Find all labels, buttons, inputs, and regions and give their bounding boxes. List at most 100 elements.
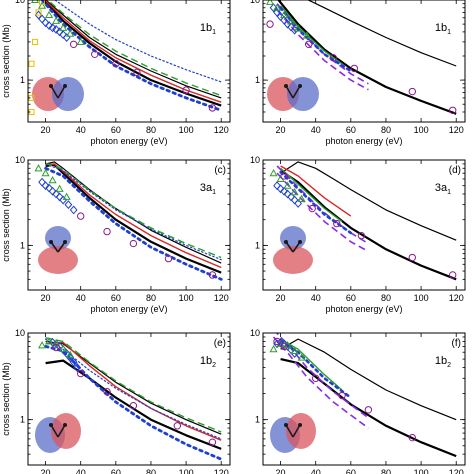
orbital-label: 3a1	[200, 182, 216, 196]
plot-frame	[27, 0, 231, 123]
x-tick-label: 100	[414, 125, 429, 135]
data-point-triangle	[302, 31, 311, 39]
data-point-diamond	[73, 363, 82, 372]
panel-label: (d)	[449, 165, 461, 176]
data-point-circle	[103, 388, 111, 396]
x-tick-label: 120	[449, 293, 464, 303]
data-point-triangle	[66, 350, 75, 358]
data-point-circle	[164, 254, 173, 263]
data-point-triangle	[52, 339, 61, 347]
data-point-triangle	[59, 344, 68, 352]
data-point-triangle	[38, 341, 47, 349]
x-tick-label: 40	[311, 468, 321, 474]
series-line-2	[280, 358, 457, 458]
data-point-diamond	[38, 177, 46, 187]
series-line-1	[306, 0, 457, 67]
molecule-bond	[57, 241, 66, 253]
data-point-triangle	[38, 1, 47, 9]
x-tick-label: 60	[346, 125, 356, 135]
plot-frame	[262, 159, 466, 291]
data-point-diamond	[290, 25, 299, 35]
series-line-5	[280, 5, 343, 65]
data-point-circle	[350, 64, 359, 73]
data-point-diamond	[38, 14, 46, 24]
x-tick-label: 20	[276, 293, 286, 303]
series-line-6	[46, 0, 222, 97]
data-point-square	[38, 0, 46, 5]
molecule-bond	[292, 241, 301, 253]
data-point-diamond	[69, 205, 78, 215]
hydrogen-atom	[49, 84, 53, 88]
x-axis-title: photon energy (eV)	[325, 136, 402, 146]
plot-frame	[27, 332, 231, 466]
x-tick-label: 60	[346, 468, 356, 474]
x-tick-label: 60	[111, 468, 121, 474]
data-point-diamond	[287, 192, 295, 202]
chart-panel-2: 20 40 60 80 100 120 1 10 photon energy (eV) 1b1	[250, 0, 466, 146]
molecule-bond	[292, 424, 301, 438]
data-point-circle	[76, 212, 85, 220]
data-point-diamond	[287, 22, 295, 32]
chart-panel-4: 20 40 60 80 100 120 1 10 photon energy (eV) (d) 3a…	[250, 155, 466, 314]
series-line-4	[44, 338, 222, 440]
data-point-circle	[408, 87, 417, 96]
data-point-circle	[129, 239, 138, 248]
data-point-circle	[408, 433, 417, 442]
panel-label: (f)	[452, 338, 461, 349]
series-line-5	[44, 166, 223, 281]
series-line-1	[280, 338, 457, 421]
orbital-lobe-red	[273, 246, 313, 274]
data-point-diamond	[55, 192, 64, 202]
hydrogen-atom	[298, 240, 302, 244]
data-point-triangle	[41, 168, 50, 177]
y-tick-label: 1	[20, 415, 25, 425]
orbital-lobe-blue	[52, 77, 84, 111]
data-point-triangle	[55, 184, 64, 192]
y-axis-title: cross section (Mb)	[1, 188, 11, 262]
data-point-diamond	[273, 7, 281, 17]
data-point-triangle	[265, 0, 275, 5]
data-point-triangle	[34, 164, 43, 172]
x-tick-label: 20	[41, 468, 51, 474]
hydrogen-atom	[284, 423, 288, 427]
x-axis-title: photon energy (eV)	[325, 304, 402, 314]
plot-area	[38, 337, 223, 461]
data-point-circle	[333, 219, 341, 228]
y-tick-label: 1	[20, 75, 25, 85]
x-tick-label: 20	[41, 125, 51, 135]
series-line-1	[280, 161, 457, 241]
data-point-triangle	[30, 0, 40, 4]
data-point-triangle	[45, 337, 54, 345]
orbital-lobe-red	[286, 413, 316, 449]
data-point-diamond	[45, 21, 53, 31]
x-tick-label: 80	[381, 125, 391, 135]
x-axis-title: photon energy (eV)	[90, 304, 167, 314]
data-point-circle	[266, 20, 274, 28]
orbital-label: 3a1	[435, 182, 451, 196]
x-tick-label: 40	[311, 125, 321, 135]
hydrogen-atom	[284, 84, 288, 88]
data-point-circle	[208, 104, 217, 112]
chart-panel-5: 20 40 60 80 100 120 1 10 cross section (Mb) (e) 1b…	[1, 328, 231, 474]
y-tick-label: 1	[255, 240, 260, 250]
data-point-diamond	[52, 189, 60, 199]
data-point-circle	[129, 401, 138, 410]
data-point-diamond	[273, 181, 281, 191]
data-point-diamond	[294, 198, 302, 208]
x-tick-label: 20	[276, 468, 286, 474]
x-tick-label: 20	[276, 125, 286, 135]
series-line-5	[44, 344, 223, 461]
data-point-circle	[133, 68, 141, 77]
x-tick-label: 80	[146, 293, 156, 303]
series-line-2	[45, 359, 222, 450]
data-point-circle	[311, 374, 320, 383]
molecule-orbital-diagram	[267, 77, 319, 111]
data-point-circle	[76, 369, 85, 378]
x-tick-label: 80	[146, 125, 156, 135]
x-tick-label: 100	[179, 468, 194, 474]
y-tick-label: 10	[15, 0, 25, 5]
x-tick-label: 60	[346, 293, 356, 303]
orbital-label: 1b1	[435, 22, 451, 36]
panel-label: (e)	[214, 338, 226, 349]
